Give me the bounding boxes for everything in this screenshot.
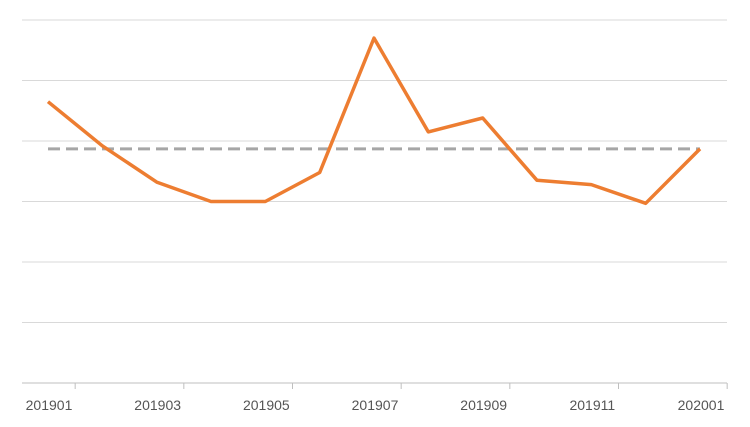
gridlines xyxy=(22,19,727,323)
x-tick-labels: 201901 201903 201905 201907 201909 201911 2020… xyxy=(26,397,725,413)
series-group xyxy=(46,36,702,206)
x-tick-label: 201905 xyxy=(243,397,290,413)
x-axis xyxy=(22,382,728,389)
x-tick-label: 201907 xyxy=(352,397,399,413)
x-tick-label: 202001 xyxy=(678,397,725,413)
x-tick-label: 201909 xyxy=(460,397,507,413)
x-tick-label: 201901 xyxy=(26,397,73,413)
x-tick-label: 201911 xyxy=(569,397,615,413)
series-line xyxy=(46,36,702,206)
x-tick-label: 201903 xyxy=(134,397,181,413)
